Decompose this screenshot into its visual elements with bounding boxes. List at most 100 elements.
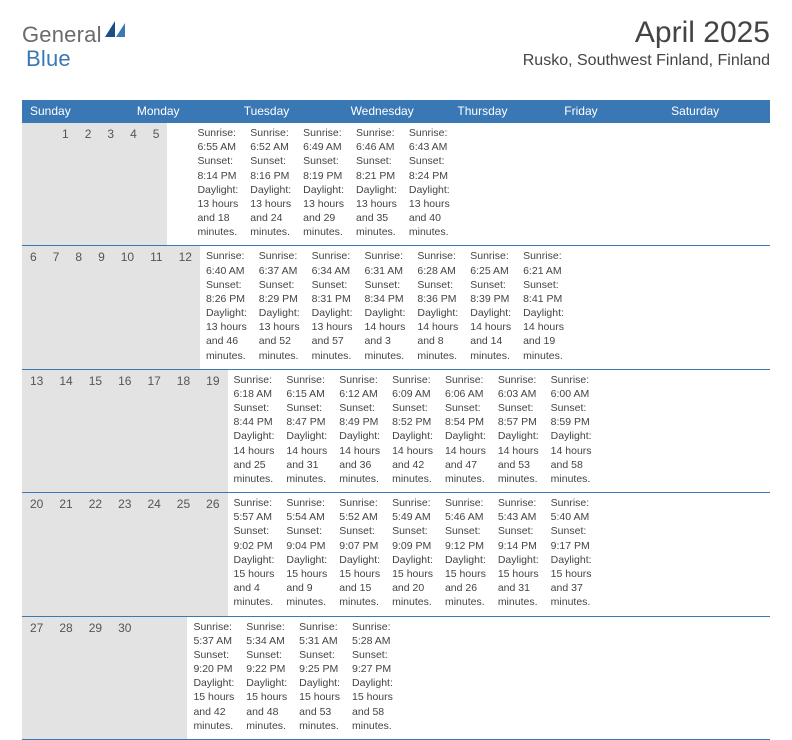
day-number: 20 <box>22 493 51 615</box>
day-cell: Sunrise: 6:40 AMSunset: 8:26 PMDaylight:… <box>200 246 253 368</box>
sunset-line: Sunset: 9:27 PM <box>352 648 393 676</box>
body-row: Sunrise: 6:18 AMSunset: 8:44 PMDaylight:… <box>228 370 598 492</box>
day-number: 24 <box>139 493 168 615</box>
sunset-line: Sunset: 8:54 PM <box>445 401 486 429</box>
day-cell <box>423 617 435 739</box>
sunset-line: Sunset: 8:19 PM <box>303 154 344 182</box>
day-cell: Sunrise: 5:54 AMSunset: 9:04 PMDaylight:… <box>280 493 333 615</box>
week-row: 27282930Sunrise: 5:37 AMSunset: 9:20 PMD… <box>22 617 770 740</box>
sunrise-line: Sunrise: 5:28 AM <box>352 620 393 648</box>
brand-part1: General <box>22 22 102 48</box>
dow-cell: Wednesday <box>343 100 450 122</box>
daylight-line: Daylight: 15 hours and 4 minutes. <box>234 553 275 610</box>
sunrise-line: Sunrise: 6:52 AM <box>250 126 291 154</box>
daylight-line: Daylight: 13 hours and 18 minutes. <box>197 183 238 240</box>
daylight-line: Daylight: 14 hours and 42 minutes. <box>392 429 433 486</box>
sunset-line: Sunset: 8:47 PM <box>286 401 327 429</box>
day-cell: Sunrise: 6:12 AMSunset: 8:49 PMDaylight:… <box>333 370 386 492</box>
sunrise-line: Sunrise: 6:49 AM <box>303 126 344 154</box>
sunrise-line: Sunrise: 6:43 AM <box>409 126 450 154</box>
sunrise-line: Sunrise: 5:40 AM <box>551 496 592 524</box>
daylight-line: Daylight: 14 hours and 19 minutes. <box>523 306 564 363</box>
day-cell: Sunrise: 6:00 AMSunset: 8:59 PMDaylight:… <box>545 370 598 492</box>
daylight-line: Daylight: 14 hours and 14 minutes. <box>470 306 511 363</box>
day-cell: Sunrise: 5:57 AMSunset: 9:02 PMDaylight:… <box>228 493 281 615</box>
sunrise-line: Sunrise: 5:57 AM <box>234 496 275 524</box>
sunrise-line: Sunrise: 6:31 AM <box>365 249 406 277</box>
daylight-line: Daylight: 14 hours and 36 minutes. <box>339 429 380 486</box>
brand-part2-wrap: Blue <box>26 46 71 72</box>
day-cell <box>411 617 423 739</box>
weeks-container: 12345Sunrise: 6:55 AMSunset: 8:14 PMDayl… <box>22 122 770 740</box>
day-cell: Sunrise: 6:46 AMSunset: 8:21 PMDaylight:… <box>350 123 403 245</box>
day-number: 12 <box>171 246 200 368</box>
sunset-line: Sunset: 8:24 PM <box>409 154 450 182</box>
sunset-line: Sunset: 8:59 PM <box>551 401 592 429</box>
day-number: 10 <box>113 246 142 368</box>
daylight-line: Daylight: 15 hours and 15 minutes. <box>339 553 380 610</box>
sunset-line: Sunset: 8:36 PM <box>417 278 458 306</box>
sunrise-line: Sunrise: 6:34 AM <box>312 249 353 277</box>
daynum-row: 13141516171819 <box>22 370 228 492</box>
daylight-line: Daylight: 14 hours and 47 minutes. <box>445 429 486 486</box>
day-cell: Sunrise: 5:31 AMSunset: 9:25 PMDaylight:… <box>293 617 346 739</box>
day-number: 29 <box>81 617 110 739</box>
daylight-line: Daylight: 15 hours and 48 minutes. <box>246 676 287 733</box>
day-number: 18 <box>169 370 198 492</box>
day-cell: Sunrise: 5:46 AMSunset: 9:12 PMDaylight:… <box>439 493 492 615</box>
day-number: 17 <box>139 370 168 492</box>
day-number: 23 <box>110 493 139 615</box>
sunrise-line: Sunrise: 5:49 AM <box>392 496 433 524</box>
daylight-line: Daylight: 13 hours and 52 minutes. <box>259 306 300 363</box>
sunset-line: Sunset: 8:41 PM <box>523 278 564 306</box>
daylight-line: Daylight: 15 hours and 31 minutes. <box>498 553 539 610</box>
week-row: 6789101112Sunrise: 6:40 AMSunset: 8:26 P… <box>22 246 770 369</box>
day-number: 4 <box>122 123 145 245</box>
sunset-line: Sunset: 9:20 PM <box>193 648 234 676</box>
sunset-line: Sunset: 8:14 PM <box>197 154 238 182</box>
day-number: 21 <box>51 493 80 615</box>
day-number: 15 <box>81 370 110 492</box>
day-number <box>171 617 187 739</box>
day-number: 3 <box>99 123 122 245</box>
daylight-line: Daylight: 13 hours and 57 minutes. <box>312 306 353 363</box>
day-number: 9 <box>90 246 113 368</box>
calendar: SundayMondayTuesdayWednesdayThursdayFrid… <box>22 100 770 740</box>
day-cell: Sunrise: 5:37 AMSunset: 9:20 PMDaylight:… <box>187 617 240 739</box>
sunrise-line: Sunrise: 6:37 AM <box>259 249 300 277</box>
daylight-line: Daylight: 14 hours and 3 minutes. <box>365 306 406 363</box>
location-text: Rusko, Southwest Finland, Finland <box>523 52 770 70</box>
body-row: Sunrise: 5:37 AMSunset: 9:20 PMDaylight:… <box>187 617 434 739</box>
daynum-row: 27282930 <box>22 617 187 739</box>
daylight-line: Daylight: 15 hours and 42 minutes. <box>193 676 234 733</box>
day-cell: Sunrise: 6:55 AMSunset: 8:14 PMDaylight:… <box>191 123 244 245</box>
sunrise-line: Sunrise: 5:43 AM <box>498 496 539 524</box>
day-cell: Sunrise: 6:09 AMSunset: 8:52 PMDaylight:… <box>386 370 439 492</box>
daylight-line: Daylight: 14 hours and 58 minutes. <box>551 429 592 486</box>
sunrise-line: Sunrise: 6:55 AM <box>197 126 238 154</box>
calendar-page: General April 2025 Rusko, Southwest Finl… <box>0 0 792 612</box>
daylight-line: Daylight: 15 hours and 37 minutes. <box>551 553 592 610</box>
sunrise-line: Sunrise: 5:31 AM <box>299 620 340 648</box>
day-cell <box>179 123 191 245</box>
day-number: 27 <box>22 617 51 739</box>
sunrise-line: Sunrise: 6:18 AM <box>234 373 275 401</box>
daynum-row: 20212223242526 <box>22 493 228 615</box>
dow-cell: Thursday <box>449 100 556 122</box>
header: General April 2025 Rusko, Southwest Finl… <box>22 16 770 70</box>
sunset-line: Sunset: 8:57 PM <box>498 401 539 429</box>
sunrise-line: Sunrise: 5:52 AM <box>339 496 380 524</box>
dow-cell: Saturday <box>663 100 770 122</box>
month-title: April 2025 <box>523 16 770 50</box>
day-cell: Sunrise: 6:43 AMSunset: 8:24 PMDaylight:… <box>403 123 456 245</box>
day-cell: Sunrise: 5:43 AMSunset: 9:14 PMDaylight:… <box>492 493 545 615</box>
sunrise-line: Sunrise: 5:54 AM <box>286 496 327 524</box>
sunset-line: Sunset: 8:39 PM <box>470 278 511 306</box>
dow-cell: Sunday <box>22 100 129 122</box>
body-row: Sunrise: 6:55 AMSunset: 8:14 PMDaylight:… <box>167 123 455 245</box>
daylight-line: Daylight: 13 hours and 29 minutes. <box>303 183 344 240</box>
sunrise-line: Sunrise: 5:34 AM <box>246 620 287 648</box>
day-cell: Sunrise: 6:28 AMSunset: 8:36 PMDaylight:… <box>411 246 464 368</box>
sunset-line: Sunset: 9:04 PM <box>286 524 327 552</box>
day-cell <box>167 123 179 245</box>
